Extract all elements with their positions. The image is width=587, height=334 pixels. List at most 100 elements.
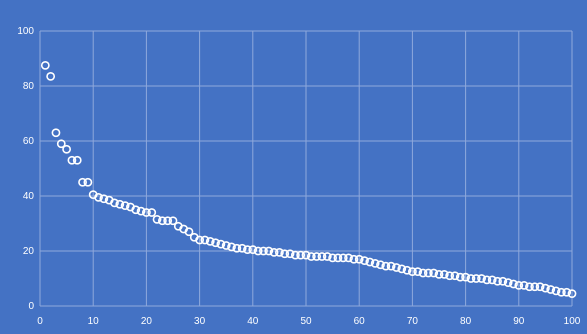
data-point <box>402 265 412 275</box>
data-point <box>274 247 284 257</box>
data-point <box>328 253 337 263</box>
data-point <box>163 216 173 226</box>
data-point <box>306 252 316 261</box>
data-point <box>530 282 540 292</box>
y-tick-label: 40 <box>23 191 35 202</box>
data-point <box>205 236 215 246</box>
data-point <box>152 214 162 224</box>
data-point <box>157 216 167 226</box>
data-point <box>67 155 77 165</box>
data-point <box>333 253 343 263</box>
y-tick-label: 0 <box>28 301 34 312</box>
data-point <box>397 264 407 274</box>
data-point <box>466 274 476 283</box>
data-point <box>541 283 550 293</box>
x-tick-label: 60 <box>354 316 366 327</box>
data-point <box>227 242 236 252</box>
data-point <box>147 208 157 217</box>
data-point <box>184 227 194 237</box>
data-point <box>280 249 290 259</box>
x-tick-label: 70 <box>407 316 419 327</box>
data-point <box>264 246 274 256</box>
data-point <box>115 199 125 209</box>
data-point <box>237 243 247 253</box>
data-point <box>344 253 353 263</box>
data-point <box>285 249 295 259</box>
data-point <box>392 263 401 272</box>
data-point <box>46 71 56 81</box>
data-point <box>51 128 61 138</box>
data-point <box>317 252 327 261</box>
x-tick-label: 30 <box>194 316 206 327</box>
data-point <box>40 60 50 70</box>
x-tick-label: 50 <box>300 316 312 327</box>
data-points <box>40 60 577 299</box>
data-point <box>525 282 534 292</box>
data-point <box>296 250 306 260</box>
data-point <box>221 241 231 250</box>
data-point <box>232 243 242 253</box>
data-point <box>216 239 226 249</box>
data-point <box>567 289 577 299</box>
data-point <box>450 271 460 281</box>
data-point <box>482 275 492 285</box>
data-point <box>423 268 433 278</box>
data-point <box>376 260 385 270</box>
data-point <box>99 194 109 204</box>
data-point <box>211 238 220 248</box>
data-point <box>83 177 93 187</box>
data-point <box>195 235 204 245</box>
data-point <box>78 177 87 187</box>
data-point <box>503 278 513 288</box>
x-tick-label: 90 <box>513 316 525 327</box>
data-point <box>386 261 396 271</box>
data-point <box>243 245 252 255</box>
data-point <box>471 274 481 283</box>
data-point <box>136 206 146 216</box>
data-point <box>509 279 518 289</box>
data-point <box>477 274 486 283</box>
data-point <box>487 275 497 285</box>
data-point <box>498 276 508 286</box>
data-point <box>551 286 561 296</box>
data-point <box>141 208 151 217</box>
data-point <box>312 252 322 261</box>
data-point <box>290 250 300 260</box>
data-point <box>365 257 375 267</box>
data-point <box>418 268 428 278</box>
data-point <box>248 245 258 255</box>
data-point <box>131 205 141 215</box>
data-point <box>556 287 566 297</box>
y-tick-label: 80 <box>23 81 35 92</box>
data-point <box>461 272 470 282</box>
y-tick-label: 20 <box>23 246 35 257</box>
y-tick-label: 60 <box>23 136 35 147</box>
x-tick-label: 0 <box>37 316 43 327</box>
data-point <box>94 192 103 202</box>
data-point <box>110 198 119 208</box>
data-point <box>354 254 364 264</box>
data-point <box>434 269 444 279</box>
data-point <box>259 246 268 256</box>
data-point <box>493 276 502 286</box>
data-point <box>349 254 359 264</box>
data-point <box>269 247 279 257</box>
data-point <box>200 235 210 245</box>
data-point <box>72 155 82 165</box>
data-point <box>445 271 455 281</box>
data-point <box>535 282 545 292</box>
data-point <box>514 280 524 290</box>
data-point <box>253 246 263 256</box>
x-tick-label: 20 <box>141 316 153 327</box>
data-point <box>562 287 572 297</box>
data-point <box>56 139 66 149</box>
data-point <box>413 267 423 277</box>
y-axis-ticks: 0 20 40 60 80 100 <box>17 26 34 312</box>
data-point <box>455 272 465 282</box>
data-point <box>546 285 556 294</box>
data-point <box>360 256 369 266</box>
data-point <box>62 144 71 154</box>
x-tick-label: 100 <box>564 316 581 327</box>
x-tick-label: 80 <box>460 316 472 327</box>
